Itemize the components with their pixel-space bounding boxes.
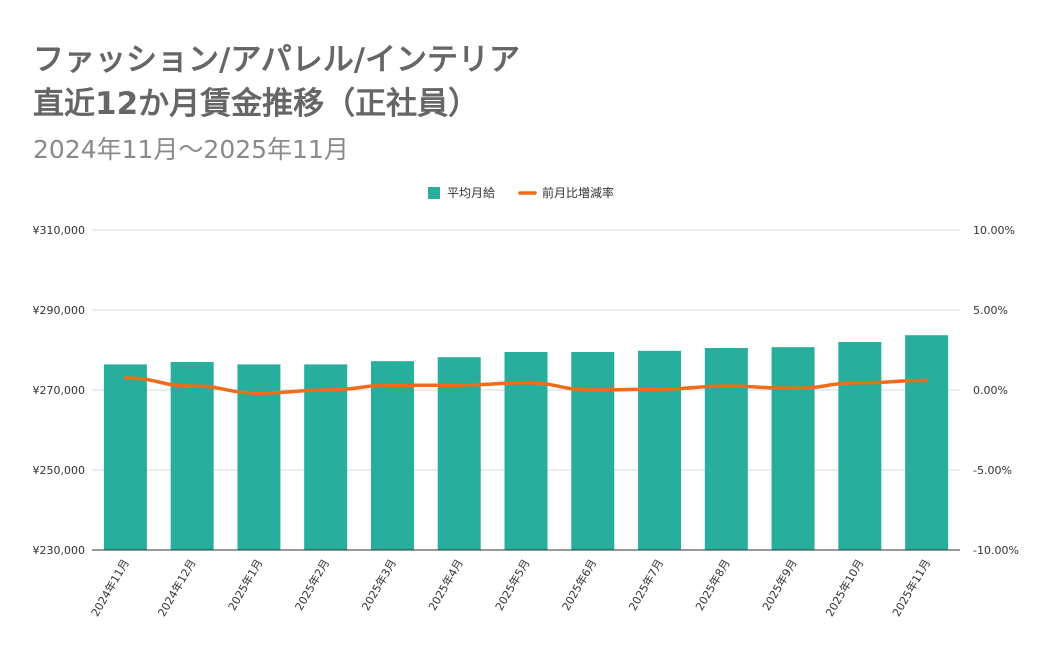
x-tick-label: 2025年1月	[225, 557, 266, 613]
x-tick-label: 2025年10月	[822, 557, 866, 619]
y-left-tick-label: ¥290,000	[33, 304, 86, 317]
x-tick-label: 2024年11月	[88, 557, 132, 619]
legend-label-line: 前月比増減率	[542, 185, 614, 200]
line-point	[257, 391, 261, 395]
line-point	[524, 381, 528, 385]
y-right-tick-label: 5.00%	[973, 304, 1008, 317]
line-point	[791, 386, 795, 390]
bar	[237, 364, 281, 550]
legend-label-bar: 平均月給	[447, 186, 495, 200]
bar	[437, 357, 481, 550]
x-tick-label: 2025年6月	[559, 557, 600, 613]
bar	[771, 347, 815, 550]
line-point	[925, 378, 929, 382]
line-point	[724, 384, 728, 388]
line-point	[123, 376, 127, 380]
chart-subtitle: 2024年11月～2025年11月	[33, 135, 349, 164]
x-tick-label: 2025年4月	[425, 557, 466, 613]
x-tick-label: 2025年7月	[626, 557, 667, 613]
x-tick-label: 2025年5月	[492, 557, 533, 613]
y-right-tick-label: 0.00%	[973, 384, 1008, 397]
bar	[103, 364, 147, 550]
line-point	[390, 383, 394, 387]
y-right-tick-label: -5.00%	[973, 464, 1012, 477]
bar	[370, 361, 414, 550]
x-tick-label: 2025年8月	[692, 557, 733, 613]
bar	[638, 350, 682, 550]
x-tick-label: 2025年11月	[889, 557, 933, 619]
line-point	[858, 381, 862, 385]
bar	[304, 364, 348, 550]
x-tick-label: 2025年3月	[358, 557, 399, 613]
line-point	[457, 383, 461, 387]
y-left-tick-label: ¥310,000	[33, 224, 86, 237]
line-point	[324, 388, 328, 392]
y-left-tick-label: ¥250,000	[33, 464, 86, 477]
y-right-tick-label: -10.00%	[973, 544, 1019, 557]
line-point	[190, 384, 194, 388]
legend-swatch-bar	[428, 187, 440, 199]
x-tick-label: 2025年9月	[759, 557, 800, 613]
bar	[571, 352, 615, 550]
bar	[704, 348, 748, 550]
y-left-tick-label: ¥230,000	[33, 544, 86, 557]
x-tick-label: 2024年12月	[155, 557, 199, 619]
line-point	[658, 387, 662, 391]
bar	[170, 362, 214, 550]
bar	[838, 342, 882, 550]
bar	[905, 335, 949, 550]
chart-title-line-1: ファッション/アパレル/インテリア	[33, 42, 521, 78]
y-left-tick-label: ¥270,000	[33, 384, 86, 397]
y-right-tick-label: 10.00%	[973, 224, 1015, 237]
line-point	[591, 388, 595, 392]
x-tick-label: 2025年2月	[292, 557, 333, 613]
chart-title-line-2: 直近12か月賃金推移（正社員）	[33, 86, 480, 122]
